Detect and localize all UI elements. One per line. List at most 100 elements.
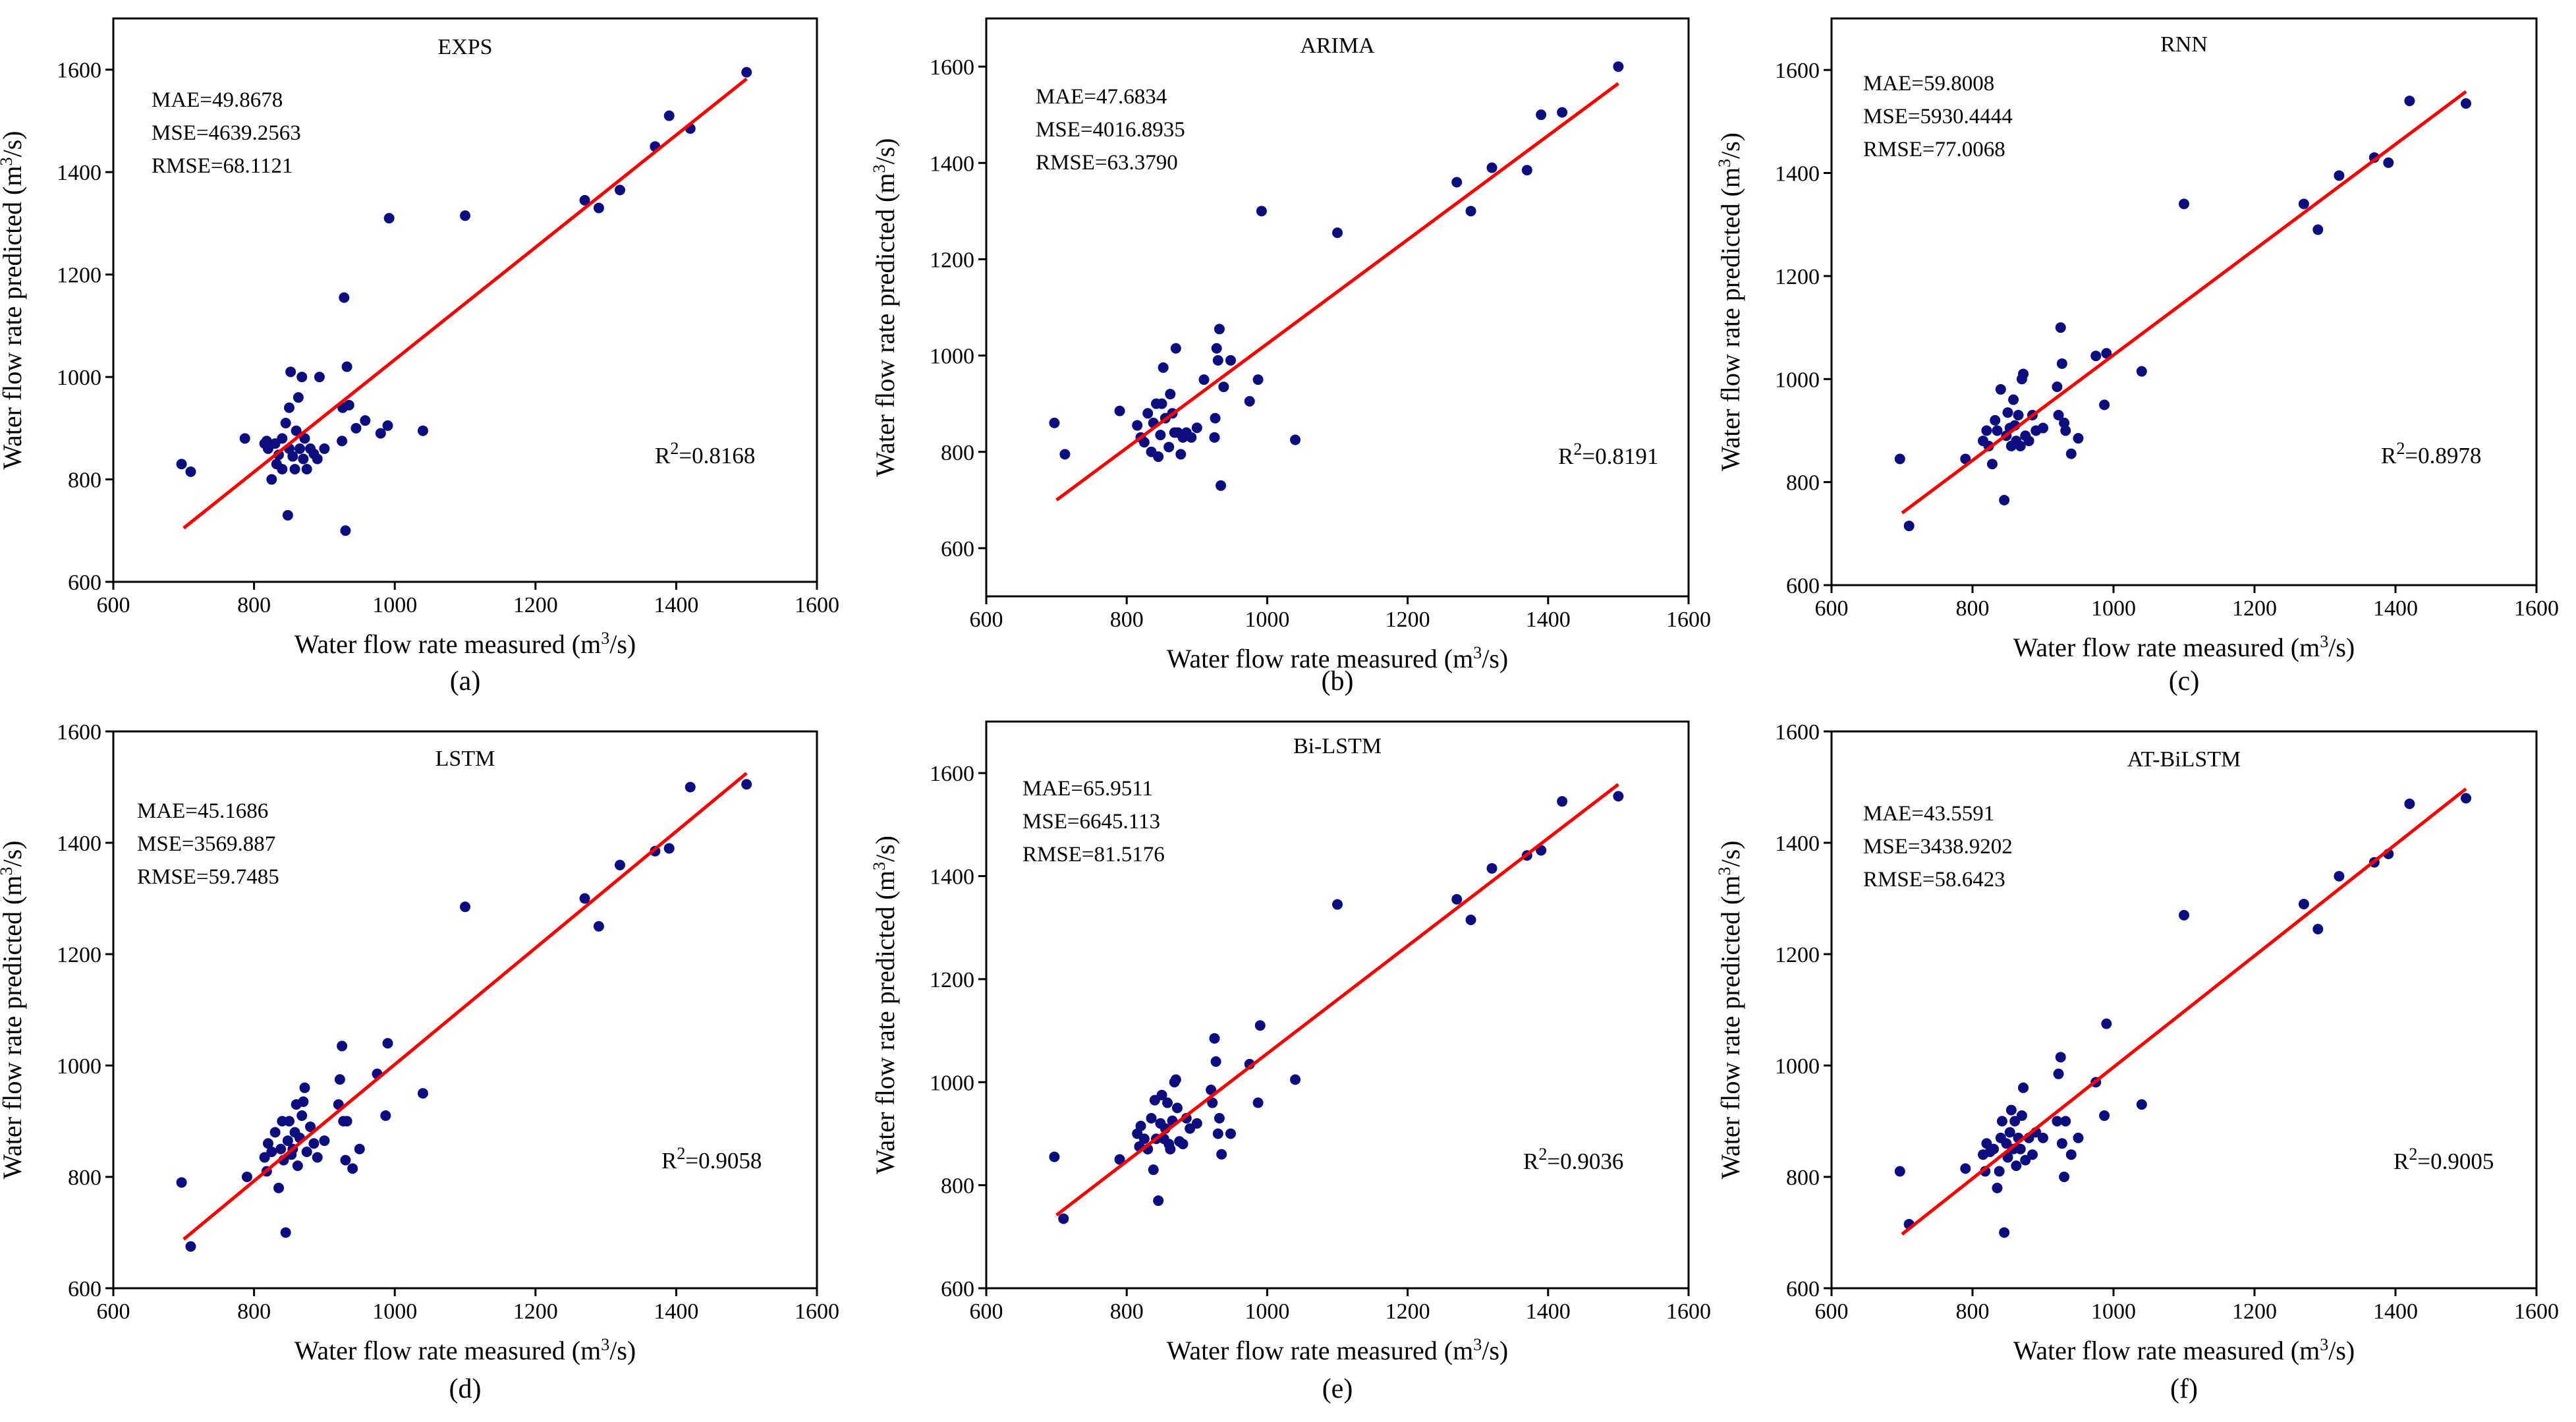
data-point [319, 1135, 330, 1147]
y-tick-label: 600 [1786, 1277, 1820, 1301]
data-point [266, 1146, 277, 1157]
data-point [1156, 1089, 1167, 1100]
data-point [1210, 1056, 1221, 1067]
y-tick-label: 800 [68, 469, 101, 493]
y-tick-label: 1400 [930, 152, 974, 176]
y-axis-label: Water flow rate predicted (m3/s) [1715, 841, 1745, 1180]
data-point [1158, 362, 1169, 373]
r2-label: R2=0.8168 [655, 439, 755, 469]
y-tick-label: 1200 [57, 264, 101, 288]
data-point [2001, 1138, 2012, 1149]
metric-label: RMSE=68.1121 [152, 154, 293, 178]
metric-label: MAE=43.5591 [1863, 802, 1994, 826]
metric-label: RMSE=63.3790 [1036, 151, 1178, 175]
y-tick-label: 600 [941, 1277, 974, 1301]
panel-exps: 600 800 1000 1200 1400 1600 600 800 1000 1200 1400… [0, 17, 839, 697]
data-point [741, 779, 752, 790]
x-tick-label: 1400 [2373, 1299, 2418, 1324]
x-tick-label: 1000 [2091, 1299, 2136, 1324]
data-point [2461, 98, 2471, 109]
data-point [1163, 441, 1175, 453]
data-point [1992, 1182, 2003, 1193]
data-point [2461, 793, 2471, 804]
data-point [1191, 422, 1202, 434]
y-tick-label: 800 [1786, 1166, 1820, 1190]
y-tick-label: 600 [941, 537, 974, 561]
x-tick-label: 1400 [654, 1299, 698, 1324]
plot-frame [112, 730, 818, 1290]
data-point [1114, 405, 1125, 416]
y-tick-label: 1200 [930, 248, 974, 272]
panel-caption: (d) [449, 1374, 482, 1404]
metric-label: RMSE=77.0068 [1863, 138, 2005, 161]
y-tick-label: 1400 [57, 161, 101, 185]
data-point [2101, 348, 2112, 359]
data-point [1244, 396, 1255, 407]
data-point [1986, 459, 1998, 470]
data-point [1465, 206, 1476, 217]
data-point [1894, 1166, 1905, 1177]
data-point [741, 67, 752, 78]
panel-title: ARIMA [1300, 34, 1375, 58]
panel-rnn: 600 800 1000 1200 1400 1600 600 800 1000 1200 1400… [1715, 17, 2559, 697]
data-point [341, 1116, 352, 1127]
data-point [1613, 61, 1624, 72]
data-point [1058, 1213, 1069, 1224]
data-point [2011, 1160, 2022, 1172]
x-tick-label: 1600 [2514, 1299, 2559, 1324]
y-tick-label: 1600 [57, 720, 101, 745]
panel-title: EXPS [437, 35, 492, 59]
x-tick-label: 1200 [2232, 1299, 2277, 1324]
data-point [298, 453, 309, 465]
data-point [277, 433, 288, 444]
data-point [2027, 1149, 2038, 1160]
data-point [2004, 1127, 2015, 1138]
data-point [2008, 394, 2019, 405]
r2-label: R2=0.9058 [661, 1144, 762, 1174]
data-point [685, 782, 696, 793]
data-point [1146, 1113, 1157, 1123]
data-point [1557, 107, 1568, 118]
data-point [1135, 1120, 1146, 1131]
r2-label: R2=0.9036 [1523, 1145, 1623, 1174]
data-point [2312, 224, 2324, 235]
data-point [1332, 227, 1343, 239]
data-point [299, 1082, 310, 1093]
y-tick-label: 1600 [930, 762, 974, 786]
data-point [2090, 351, 2102, 362]
data-point [579, 194, 590, 206]
x-tick-label: 1200 [2232, 596, 2277, 621]
y-axis-label: Water flow rate predicted (m3/s) [0, 131, 27, 470]
r2-label: R2=0.8191 [1558, 440, 1658, 469]
data-point [1451, 894, 1463, 905]
data-point [1999, 1227, 2010, 1238]
data-point [1451, 177, 1463, 188]
data-point [319, 443, 330, 454]
data-point [1156, 398, 1167, 409]
data-point [1218, 382, 1229, 393]
y-tick-label: 600 [68, 571, 101, 595]
data-point [2383, 157, 2394, 168]
data-point [382, 420, 393, 431]
data-point [269, 1127, 281, 1138]
data-point [2136, 366, 2147, 377]
data-point [1214, 1113, 1225, 1123]
data-point [1225, 355, 1236, 366]
data-point [380, 1110, 391, 1122]
data-point [1990, 414, 2001, 426]
x-tick-label: 1000 [372, 593, 417, 617]
data-point [185, 466, 196, 477]
x-axis-label: Water flow rate measured (m3/s) [294, 629, 636, 659]
x-tick-label: 1400 [1526, 1299, 1571, 1324]
data-point [663, 843, 675, 854]
y-tick-label: 1200 [1775, 943, 1820, 967]
y-tick-label: 1600 [1775, 720, 1820, 745]
data-point [2065, 1149, 2077, 1160]
data-point [1138, 437, 1150, 448]
data-point [2020, 1154, 2031, 1166]
data-point [1175, 449, 1187, 460]
data-point [1216, 480, 1227, 491]
data-point [2298, 198, 2309, 210]
x-axis-label: Water flow rate measured (m3/s) [2013, 632, 2355, 662]
data-point [275, 1143, 287, 1154]
